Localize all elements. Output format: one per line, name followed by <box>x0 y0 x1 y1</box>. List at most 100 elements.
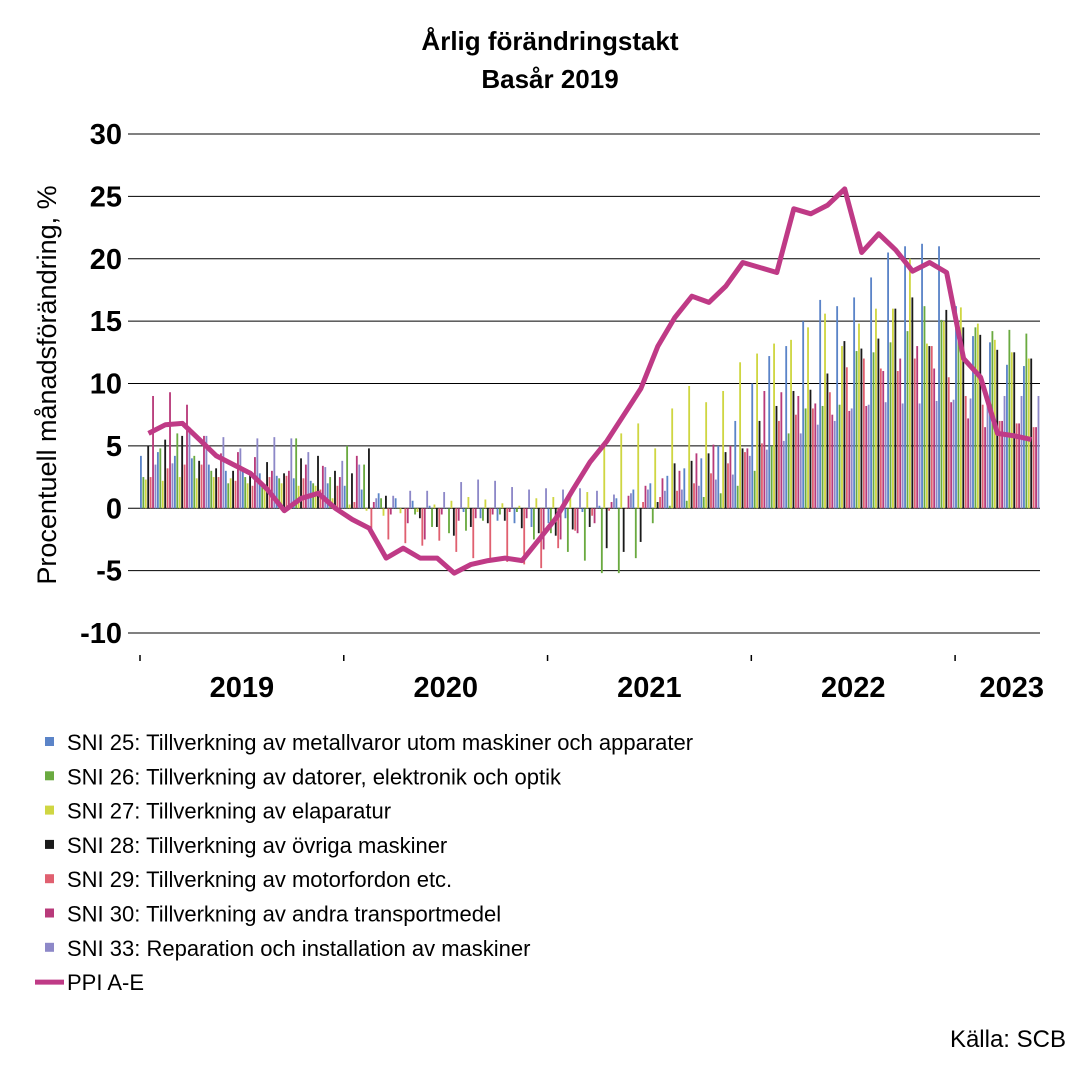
bar-sni-2-m17 <box>433 504 436 509</box>
bar-sni-3-m30 <box>656 502 659 509</box>
bar-sni-0-m30 <box>649 483 652 509</box>
bar-sni-3-m3 <box>198 460 201 509</box>
bar-sni-2-m47 <box>942 321 945 509</box>
bar-sni-6-m9 <box>307 452 310 509</box>
chart-subtitle: Basår 2019 <box>481 64 618 94</box>
bar-sni-1-m36 <box>753 470 756 509</box>
bar-sni-0-m19 <box>462 508 465 512</box>
bar-sni-6-m21 <box>511 487 513 509</box>
bar-sni-6-m11 <box>341 460 344 509</box>
bar-sni-4-m52 <box>1032 427 1035 509</box>
bar-sni-1-m27 <box>600 508 603 574</box>
bar-sni-0-m15 <box>394 498 397 509</box>
bar-sni-6-m39 <box>816 424 819 509</box>
bar-sni-5-m42 <box>865 405 868 509</box>
bar-sni-3-m0 <box>147 445 150 509</box>
bar-sni-2-m46 <box>925 343 928 509</box>
bar-sni-0-m45 <box>904 246 906 509</box>
bar-sni-0-m41 <box>836 306 839 509</box>
bar-sni-1-m25 <box>566 508 569 552</box>
bar-sni-6-m17 <box>443 492 446 509</box>
bar-sni-1-m13 <box>363 464 366 509</box>
bar-sni-4-m42 <box>862 358 865 509</box>
bar-sni-1-m42 <box>855 351 858 509</box>
bar-sni-5-m32 <box>695 453 698 509</box>
bar-sni-4-m16 <box>421 508 424 546</box>
bar-sni-4-m22 <box>523 508 526 565</box>
bar-sni-3-m9 <box>300 458 302 509</box>
bar-sni-2-m8 <box>280 483 283 509</box>
bar-sni-3-m28 <box>622 508 625 552</box>
bar-sni-1-m26 <box>583 508 586 561</box>
bar-sni-3-m25 <box>571 508 574 530</box>
bar-sni-1-m21 <box>499 508 501 515</box>
bar-sni-1-m35 <box>736 485 739 509</box>
bar-sni-4-m25 <box>574 508 577 531</box>
bar-sni-3-m51 <box>1013 352 1016 509</box>
bar-sni-3-m33 <box>707 453 710 509</box>
bar-sni-3-m32 <box>690 460 693 509</box>
bar-sni-6-m31 <box>680 489 683 509</box>
bar-sni-2-m26 <box>586 492 589 509</box>
bar-sni-3-m45 <box>911 297 914 509</box>
bar-sni-5-m34 <box>729 445 732 509</box>
bar-sni-4-m33 <box>710 473 712 509</box>
bar-sni-4-m51 <box>1015 423 1018 509</box>
bar-sni-4-m26 <box>591 508 594 516</box>
bar-sni-3-m40 <box>826 373 829 509</box>
bar-sni-1-m38 <box>787 433 790 509</box>
bar-sni-3-m44 <box>894 308 897 509</box>
bar-sni-1-m20 <box>482 508 484 521</box>
bar-sni-2-m39 <box>807 327 809 509</box>
bar-sni-2-m36 <box>756 353 758 509</box>
legend-item: PPI A-E <box>35 970 144 995</box>
bar-sni-0-m16 <box>411 500 414 509</box>
bar-sni-3-m27 <box>605 508 608 549</box>
bar-sni-2-m3 <box>195 478 198 509</box>
bar-sni-4-m31 <box>676 490 678 509</box>
bar-sni-6-m3 <box>205 435 208 509</box>
bar-sni-0-m18 <box>445 508 448 509</box>
bar-sni-6-m16 <box>426 490 429 509</box>
bar-sni-2-m40 <box>824 313 826 509</box>
bar-sni-4-m35 <box>744 452 746 509</box>
bar-sni-1-m2 <box>176 433 179 509</box>
y-axis-ticks: 30 25 20 15 10 5 0 -5 -10 <box>80 119 122 650</box>
bar-sni-2-m51 <box>1010 352 1013 509</box>
bar-sni-1-m40 <box>821 405 824 509</box>
bar-sni-3-m39 <box>809 389 812 509</box>
bar-sni-5-m23 <box>542 508 545 550</box>
x-tick-label: 2022 <box>821 672 886 704</box>
bar-sni-3-m41 <box>843 341 846 509</box>
bar-sni-3-m49 <box>979 334 982 509</box>
bar-sni-5-m8 <box>287 470 290 509</box>
ppi-line-layer <box>147 186 1033 576</box>
bar-sni-4-m0 <box>149 477 152 509</box>
bar-sni-1-m7 <box>261 483 264 509</box>
bar-sni-0-m0 <box>140 455 142 509</box>
bar-sni-4-m11 <box>336 485 339 509</box>
bar-sni-3-m5 <box>232 470 235 509</box>
bar-sni-6-m1 <box>171 463 174 509</box>
bar-sni-6-m33 <box>714 479 717 509</box>
bar-sni-6-m15 <box>409 490 412 509</box>
bar-sni-5-m5 <box>237 452 239 509</box>
bar-sni-4-m38 <box>794 414 797 509</box>
bar-sni-5-m41 <box>848 410 851 509</box>
legend-item: SNI 30: Tillverkning av andra transportm… <box>45 902 501 927</box>
bar-sni-0-m12 <box>343 485 346 509</box>
bar-sni-1-m33 <box>702 497 705 509</box>
bar-sni-6-m32 <box>697 485 700 509</box>
bar-sni-0-m43 <box>870 277 873 509</box>
legend-label: SNI 29: Tillverkning av motorfordon etc. <box>67 867 452 892</box>
legend-item: SNI 26: Tillverkning av datorer, elektro… <box>45 764 562 789</box>
bar-sni-6-m2 <box>188 427 191 509</box>
bar-sni-3-m11 <box>334 470 336 509</box>
bar-sni-4-m14 <box>387 508 390 540</box>
bar-sni-2-m6 <box>246 483 249 509</box>
bar-sni-0-m21 <box>496 508 499 521</box>
bar-sni-4-m3 <box>200 464 203 509</box>
bar-sni-6-m48 <box>969 398 972 509</box>
bar-sni-0-m36 <box>751 383 754 509</box>
bar-sni-6-m13 <box>375 498 378 509</box>
